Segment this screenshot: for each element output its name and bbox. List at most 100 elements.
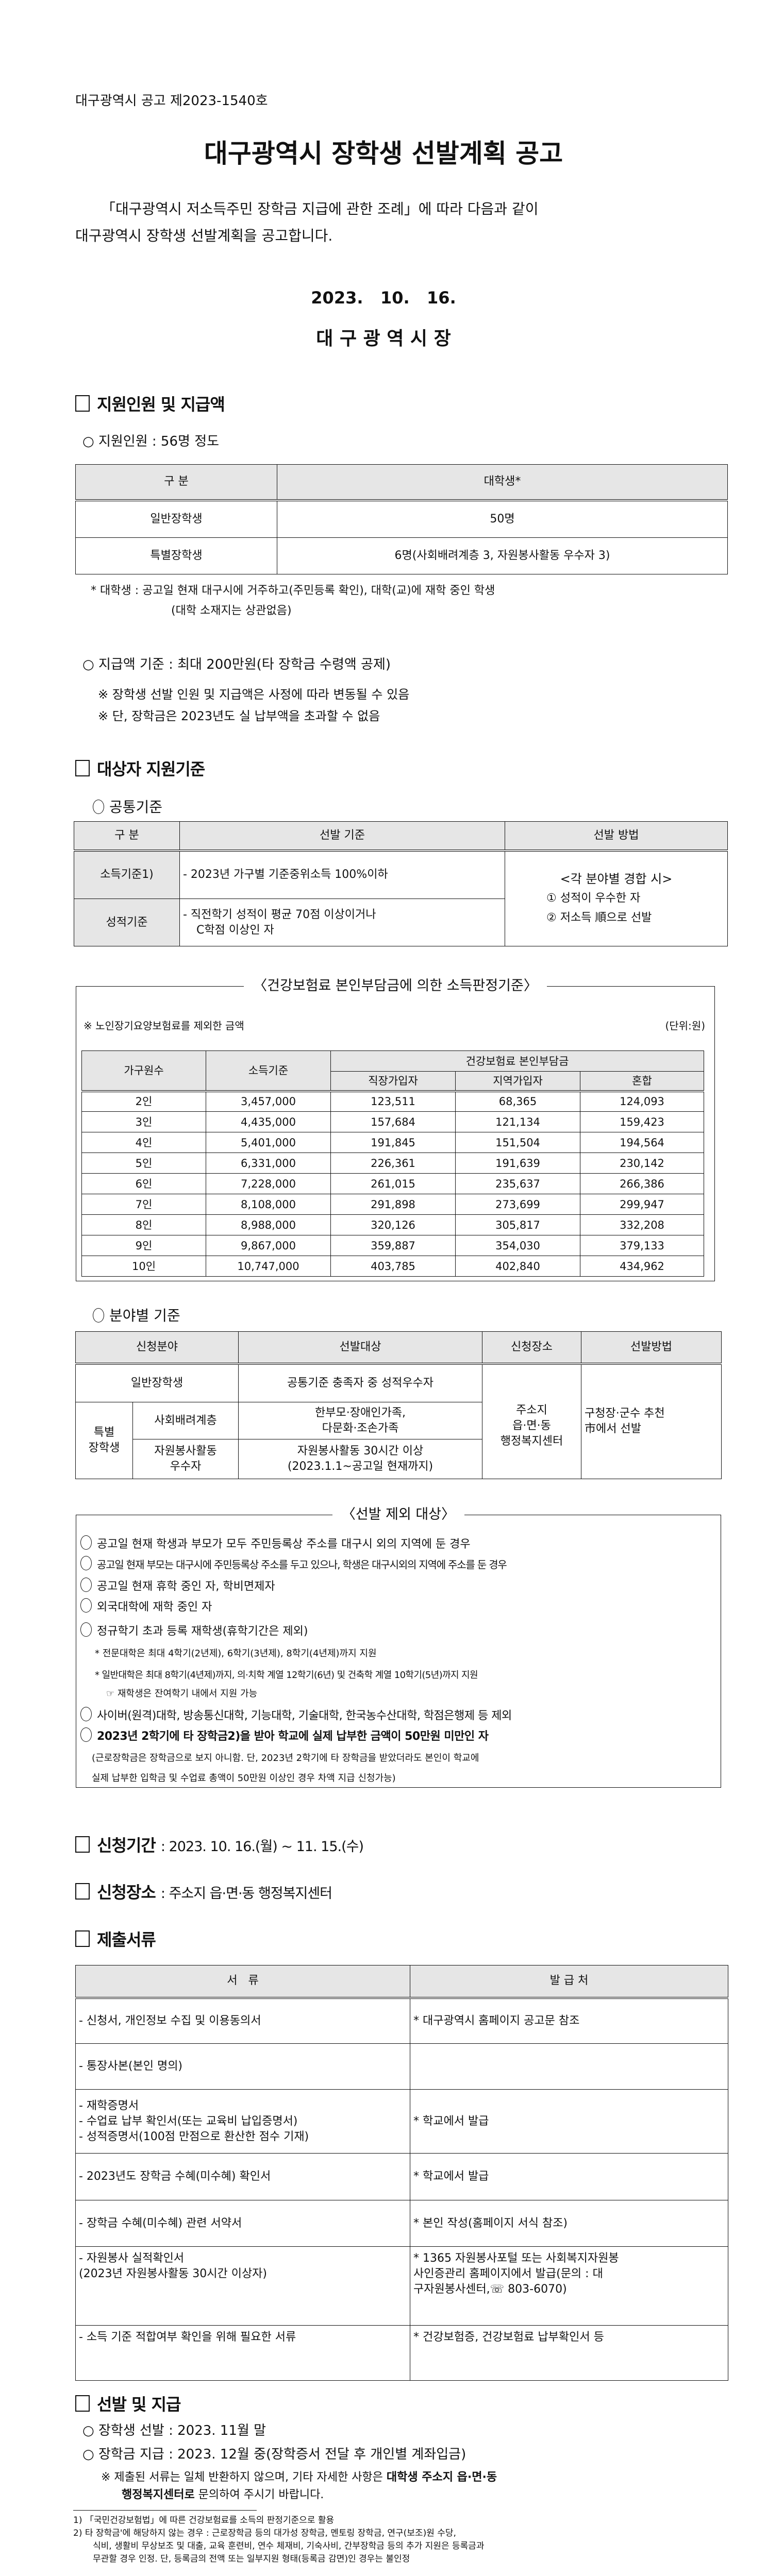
section-heading-support: 지원인원 및 지급액 [75,393,225,416]
table-row: 4인 5,401,000 191,845 151,504 194,564 [81,1132,704,1153]
cell: 2인 [81,1091,206,1112]
section-title: 신청기간 [97,1836,156,1855]
table-row: 7인 8,108,000 291,898 273,699 299,947 [81,1194,704,1215]
cell: 191,845 [330,1132,456,1153]
item-text: 외국대학에 재학 중인 자 [97,1601,212,1614]
field-criteria-table: 신청분야 선발대상 신청장소 선발방법 일반장학생 공통기준 충족자 중 성적우수자 … [75,1331,722,1479]
note-text: ※ 제출된 서류는 일체 반환하지 않으며, 기타 자세한 사항은 [101,2471,387,2484]
cell: 소득기준1) [74,850,180,899]
cell: 한부모·장애인가족, 다문화·조손가족 [238,1402,482,1439]
payment-date: ○ 장학금 지급 : 2023. 12월 중(장학증서 전달 후 개인별 계좌입… [82,2447,466,2462]
col-header: 선발 기준 [179,821,505,852]
cell: 379,133 [580,1235,704,1256]
section-title: 신청장소 [97,1883,156,1902]
income-criteria-box: 〈건강보험료 본인부담금에 의한 소득판정기준〉 ※ 노인장기요양보험료를 제외… [76,976,715,1281]
selection-method-cell: 구청장·군수 추천 市에서 선발 [581,1363,722,1479]
selection-date: ○ 장학생 선발 : 2023. 11월 말 [82,2423,266,2438]
circle-bullet-icon [80,1707,92,1721]
note-bold: 행정복지센터로 [122,2488,195,2501]
cell: 6인 [81,1173,206,1194]
cell: - 자원봉사 실적확인서 (2023년 자원봉사활동 30시간 이상자) [75,2246,410,2326]
col-header: 선발대상 [238,1331,482,1365]
cell: 자원봉사활동 30시간 이상 (2023.1.1~공고일 현재까지) [238,1439,482,1479]
cell: 266,386 [580,1173,704,1194]
amount-criteria: ○ 지급액 기준 : 최대 200만원(타 장학금 수령액 공제) [82,657,391,672]
intro-line-1: 「대구광역시 저소득주민 장학금 지급에 관한 조례」에 따라 다음과 같이 [101,200,539,217]
remark-2: ※ 단, 장학금은 2023년도 실 납부액을 초과할 수 없음 [98,709,380,723]
income-table: 가구원수 소득기준 건강보험료 본인부담금 직장가입자 지역가입자 혼합 2인 3,457… [81,1050,704,1277]
cell: 50명 [277,500,728,538]
cell: 273,699 [455,1194,580,1215]
col-header: 서 류 [75,1965,410,1999]
cell: 8인 [81,1214,206,1235]
cell: 일반장학생 [75,500,277,538]
application-place: : 주소지 읍·면·동 행정복지센터 [160,1886,332,1902]
table-row: 자원봉사활동 우수자 자원봉사활동 30시간 이상 (2023.1.1~공고일 … [76,1439,722,1479]
cell: 특별장학생 [75,537,277,574]
footnote-divider [73,2510,257,2511]
remark-1: ※ 장학생 선발 인원 및 지급액은 사정에 따라 변동될 수 있음 [98,687,410,702]
table-row: 3인 4,435,000 157,684 121,134 159,423 [81,1111,704,1132]
cell: 434,962 [580,1256,704,1277]
cell: * 건강보험증, 건강보험료 납부확인서 등 [410,2325,728,2381]
table-row: 2인 3,457,000 123,511 68,365 124,093 [81,1091,704,1112]
col-header: 소득기준 [206,1050,331,1092]
cell: 403,785 [330,1256,456,1277]
note-text: 문의하여 주시기 바랍니다. [194,2488,324,2501]
footnote-2-cont: 무관할 경우 인정. 단, 등록금의 전액 또는 일부지원 형태(등록금 감면)… [93,2554,410,2564]
cell: 123,511 [330,1091,456,1112]
income-note: ※ 노인장기요양보험료를 제외한 금액 [84,1020,244,1032]
col-header: 신청장소 [482,1331,581,1365]
cell: - 통장사본(본인 명의) [75,2043,410,2090]
cell: 10,747,000 [206,1256,331,1277]
page-title: 대구광역시 장학생 선발계획 공고 [204,139,563,168]
circle-bullet-icon [93,800,104,814]
box-title: 〈선발 제외 대상〉 [332,1504,465,1525]
circle-bullet-icon [80,1598,92,1613]
footnote-2-cont: 식비, 생활비 무상보조 및 대출, 교육 훈련비, 연수 체재비, 기숙사비,… [93,2541,485,2551]
table-row: 성적기준 - 직전학기 성적이 평균 70점 이상이거나 C학점 이상인 자 [74,899,728,946]
table-row: - 자원봉사 실적확인서 (2023년 자원봉사활동 30시간 이상자) * 13… [75,2246,728,2326]
cell: - 2023년 가구별 기준중위소득 100%이하 [179,850,505,899]
exclusion-paren-note: (근로장학금은 장학금으로 보지 아니함. 단, 2023년 2학기에 타 장학… [92,1753,479,1764]
col-header: 선발 방법 [505,821,728,852]
cell: 68,365 [455,1091,580,1112]
table-row: 5인 6,331,000 226,361 191,639 230,142 [81,1153,704,1174]
line: - 직전학기 성적이 평균 70점 이상이거나 [183,908,376,921]
section-heading-documents: 제출서류 [75,1928,156,1951]
table-row: 10인 10,747,000 403,785 402,840 434,962 [81,1256,704,1277]
cell: 235,637 [455,1173,580,1194]
table-row: 9인 9,867,000 359,887 354,030 379,133 [81,1235,704,1256]
cell: 157,684 [330,1111,456,1132]
common-criteria-table: 구 분 선발 기준 선발 방법 소득기준1) - 2023년 가구별 기준중위소득 … [74,821,728,946]
checkbox-square-icon [75,1883,90,1900]
exclusion-item: 사이버(원격)대학, 방송통신대학, 기능대학, 기술대학, 한국농수산대학, … [80,1707,512,1724]
circle-bullet-icon [80,1535,92,1550]
item-text: 정규학기 초과 등록 재학생(휴학기간은 제외) [97,1625,308,1638]
cell: 354,030 [455,1235,580,1256]
cell: 9인 [81,1235,206,1256]
cell: 359,887 [330,1235,456,1256]
student-note-2: (대학 소재지는 상관없음) [171,604,292,617]
cell: 6,331,000 [206,1153,331,1174]
exclusion-item: 공고일 현재 휴학 중인 자, 학비면제자 [80,1578,275,1595]
circle-bullet-icon [80,1727,92,1742]
exclusion-item: 정규학기 초과 등록 재학생(휴학기간은 제외) [80,1622,308,1639]
cell: - 재학증명서 - 수업료 납부 확인서(또는 교육비 납입증명서) - 성적증… [75,2089,410,2154]
table-row: 8인 8,988,000 320,126 305,817 332,208 [81,1214,704,1235]
circle-bullet-icon [80,1578,92,1592]
cell: 7인 [81,1194,206,1215]
subtitle: 공통기준 [109,799,163,816]
cell: * 대구광역시 홈페이지 공고문 참조 [410,1997,728,2044]
cell: 230,142 [580,1153,704,1174]
exclusion-item: 공고일 현재 부모는 대구시에 주민등록상 주소를 두고 있으나, 학생은 대구… [80,1556,507,1572]
cell: 3,457,000 [206,1091,331,1112]
item-text: 공고일 현재 휴학 중인 자, 학비면제자 [97,1580,275,1593]
cell: 124,093 [580,1091,704,1112]
table-row: - 신청서, 개인정보 수집 및 이용동의서 * 대구광역시 홈페이지 공고문 참… [75,1997,728,2044]
cell: - 2023년도 장학금 수혜(미수혜) 확인서 [75,2153,410,2200]
method-item: ① 성적이 우수한 자 [546,892,641,905]
item-text: 공고일 현재 학생과 부모가 모두 주민등록상 주소를 대구시 외의 지역에 둔… [97,1538,471,1551]
table-row: - 장학금 수혜(미수혜) 관련 서약서 * 본인 작성(홈페이지 서식 참조) [75,2200,728,2247]
